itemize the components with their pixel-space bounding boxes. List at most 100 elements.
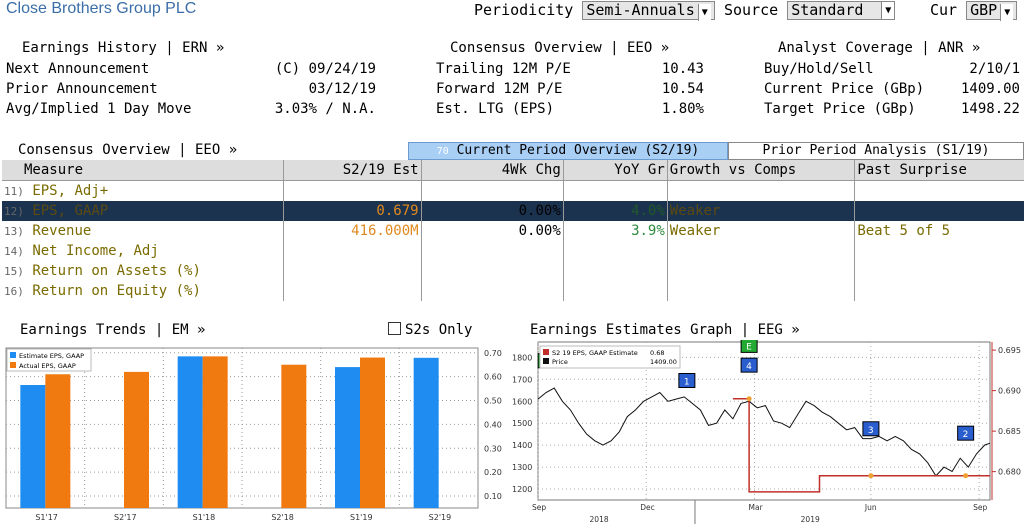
avg-move-value: 3.03% / N.A. — [274, 101, 376, 117]
s2s-only-toggle[interactable]: S2s Only — [388, 322, 472, 338]
y-tick-label: 0.10 — [484, 492, 502, 501]
table-row[interactable]: 13) Revenue 416.000M 0.00% 3.9% Weaker B… — [2, 221, 1024, 241]
source-label: Source — [724, 1, 779, 19]
tab-current-label: Current Period Overview (S2/19) — [456, 143, 700, 158]
y-left-tick-label: 1700 — [512, 375, 532, 384]
table-row[interactable]: 16) Return on Equity (%) — [2, 281, 1024, 301]
source-select[interactable]: Standard ▼ — [787, 1, 896, 20]
table-header-row: Measure S2/19 Est 4Wk Chg YoY Gr Growth … — [2, 160, 1024, 181]
current-price-label: Current Price (GBp) — [764, 81, 925, 97]
col-growth-vs-comps[interactable]: Growth vs Comps — [667, 160, 856, 181]
legend-label: S2 19 EPS, GAAP Estimate — [552, 349, 638, 357]
y-tick-label: 0.50 — [484, 397, 502, 406]
currency-select[interactable]: GBP ▼ — [966, 1, 1018, 21]
bar-actual — [124, 371, 149, 508]
periodicity-select[interactable]: Semi-Annuals ▼ — [582, 1, 715, 21]
consensus-overview-link[interactable]: Consensus Overview | EEO » — [450, 40, 670, 56]
event-marker — [678, 373, 696, 388]
tab-prior-period[interactable]: Prior Period Analysis (S1/19) — [728, 142, 1024, 160]
earnings-estimates-link[interactable]: Earnings Estimates Graph | EEG » — [530, 322, 800, 338]
legend-swatch — [543, 349, 549, 355]
earnings-estimates-chart: 1200 1300 1400 1500 1600 1700 1800 0.680 0.685 0.… — [512, 340, 1021, 524]
consensus-table-link[interactable]: Consensus Overview | EEO » — [18, 142, 238, 158]
y-tick-label: 0.30 — [484, 444, 502, 453]
event-marker-label: 3 — [868, 426, 874, 436]
currency-label: Cur — [930, 1, 958, 19]
x-tick-label: Dec — [640, 503, 655, 512]
col-measure[interactable]: Measure — [2, 160, 285, 181]
row-chg: 0.00% — [421, 201, 564, 221]
analyst-coverage-link[interactable]: Analyst Coverage | ANR » — [778, 40, 981, 56]
table-row[interactable]: 14) Net Income, Adj — [2, 241, 1024, 261]
x-tick-label: S1'17 — [35, 513, 58, 522]
row-surprise — [855, 261, 1024, 281]
event-marker-label: 1 — [684, 378, 690, 388]
event-marker-label: 2 — [963, 430, 969, 440]
legend-box — [6, 348, 92, 372]
row-measure: EPS, Adj+ — [32, 183, 109, 199]
checkbox-icon[interactable] — [388, 322, 401, 335]
row-comps: Weaker — [667, 221, 856, 241]
table-row[interactable]: 15) Return on Assets (%) — [2, 261, 1024, 281]
target-price-label: Target Price (GBp) — [764, 101, 916, 117]
x-tick-label: S2'17 — [114, 513, 137, 522]
y-tick-label: 0.40 — [484, 420, 502, 429]
col-past-surprise[interactable]: Past Surprise — [854, 160, 1024, 181]
event-marker — [740, 357, 758, 373]
y-right-tick-label: 0.695 — [998, 346, 1021, 355]
est-ltg-value: 1.80% — [661, 101, 704, 117]
earnings-trends-link[interactable]: Earnings Trends | EM » — [20, 322, 206, 338]
x-tick-label: Jun — [864, 503, 877, 512]
bar-estimate — [413, 357, 439, 508]
bar-actual — [45, 374, 71, 508]
x-tick-label: S1'18 — [193, 513, 216, 522]
prior-announcement-label: Prior Announcement — [6, 81, 158, 97]
earnings-history-link[interactable]: Earnings History | ERN » — [22, 40, 225, 56]
avg-move-label: Avg/Implied 1 Day Move — [6, 101, 192, 117]
table-row[interactable]: 12) EPS, GAAP 0.679 0.00% 4.0% Weaker — [2, 201, 1024, 221]
y-tick-label: 0.20 — [484, 468, 502, 477]
row-measure: EPS, GAAP — [32, 203, 109, 219]
y-left-tick-label: 1400 — [512, 441, 532, 450]
periodicity-group: Periodicity Semi-Annuals ▼ — [474, 1, 715, 21]
row-number: 16) — [4, 285, 24, 298]
y-left-tick-label: 1300 — [512, 463, 532, 472]
bar-actual — [360, 357, 385, 508]
x-year-label: 2018 — [590, 515, 609, 524]
col-yoy-gr[interactable]: YoY Gr — [563, 160, 668, 181]
row-number: 14) — [4, 245, 24, 258]
prior-announcement-value: 03/12/19 — [308, 81, 376, 97]
x-tick-label: S1'19 — [350, 513, 373, 522]
y-tick-label: 0.70 — [484, 349, 502, 358]
estimate-line — [732, 397, 990, 493]
table-row[interactable]: 11) EPS, Adj+ — [2, 180, 1024, 201]
tab-current-period[interactable]: 70 Current Period Overview (S2/19) — [408, 142, 728, 160]
event-marker-label: 4 — [746, 362, 752, 372]
row-chg: 0.00% — [421, 221, 564, 241]
target-price-value: 1498.22 — [960, 101, 1020, 117]
row-comps — [667, 241, 856, 261]
trailing-pe-label: Trailing 12M P/E — [436, 61, 571, 77]
row-yoy: 4.0% — [563, 201, 668, 221]
col-est[interactable]: S2/19 Est — [283, 160, 422, 181]
row-surprise — [854, 201, 1024, 221]
tab-current-number: 70 — [436, 146, 449, 157]
col-4wk-chg[interactable]: 4Wk Chg — [421, 160, 564, 181]
currency-value: GBP — [970, 1, 998, 19]
row-yoy: 3.9% — [563, 221, 668, 241]
y-right-tick-label: 0.690 — [998, 387, 1021, 396]
buy-hold-sell-label: Buy/Hold/Sell — [764, 61, 874, 77]
tab-prior-label: Prior Period Analysis (S1/19) — [762, 143, 990, 158]
row-number: 13) — [4, 225, 24, 238]
row-chg — [421, 261, 564, 281]
row-est — [283, 281, 422, 301]
estimate-point — [868, 473, 874, 479]
row-surprise — [855, 241, 1024, 261]
legend: Estimate EPS, GAAP Actual EPS, GAAP — [6, 348, 92, 372]
current-price-value: 1409.00 — [960, 81, 1020, 97]
legend-value: 0.68 — [650, 349, 664, 357]
y-tick-label: 0.60 — [484, 373, 502, 382]
row-comps — [667, 261, 856, 281]
x-tick-label: S2'18 — [271, 513, 294, 522]
x-tick-label: S2'19 — [429, 513, 452, 522]
